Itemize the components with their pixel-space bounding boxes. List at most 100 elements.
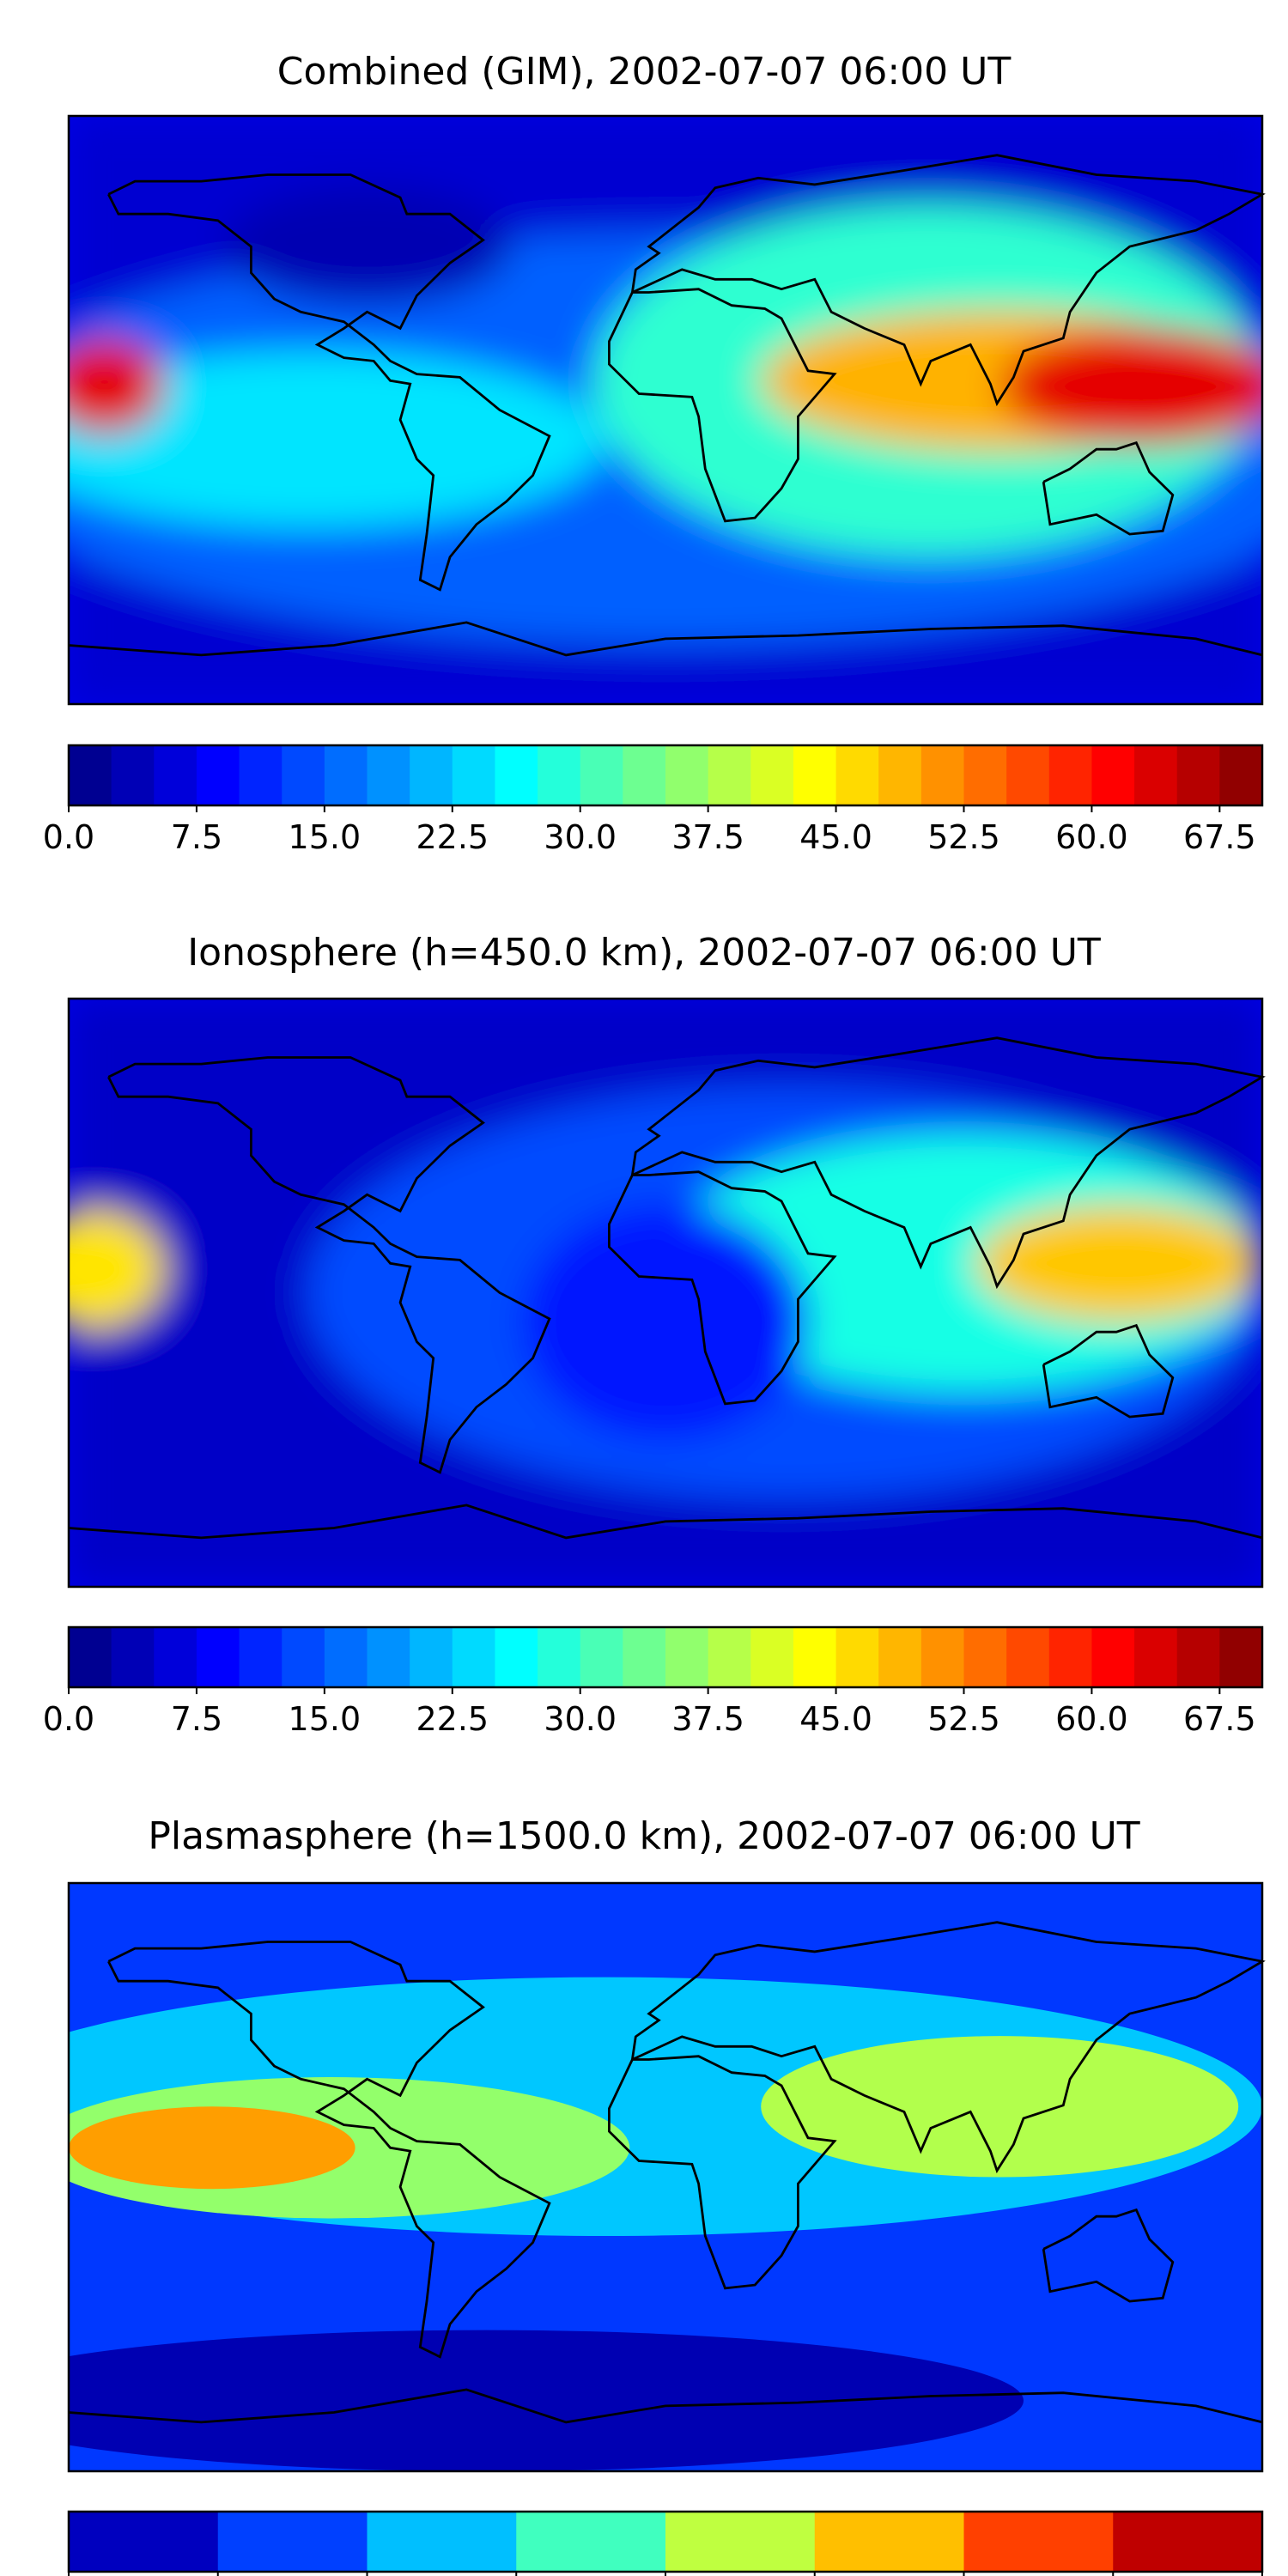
colorbar-tick-label: 15.0	[289, 818, 361, 856]
colorbar-tick-label: 60.0	[1055, 1700, 1128, 1738]
colorbar-tick-label: 15.0	[289, 1700, 361, 1738]
coastline-path	[107, 1941, 551, 2359]
colorbar-bin	[750, 1627, 794, 1687]
coastline-path	[68, 1504, 1263, 1540]
colorbar-bin	[324, 1627, 368, 1687]
colorbar-tick-label: 22.5	[416, 818, 489, 856]
colorbar-bin	[239, 1627, 283, 1687]
colorbar-bin	[69, 1627, 112, 1687]
colorbar-bin	[1134, 745, 1178, 805]
colorbar-tick-label: 22.5	[416, 1700, 489, 1738]
colorbar-bin	[1048, 1627, 1093, 1687]
colorbar-bin	[495, 745, 538, 805]
colorbar-bin	[324, 745, 368, 805]
coastline-path	[608, 288, 837, 523]
colorbar-tick-label: 45.0	[799, 1700, 872, 1738]
colorbar-bin	[154, 745, 197, 805]
coastline-path	[1042, 2208, 1175, 2303]
map-title: Plasmasphere (h=1500.0 km), 2002-07-07 0…	[148, 1814, 1139, 1858]
colorbar: 0.0 7.5 15.0 22.5 30.0 37.5 45.0 52.5 60.0 67.5	[43, 1625, 1264, 1738]
colorbar-bin	[1134, 1627, 1178, 1687]
map-field	[69, 116, 1262, 704]
colorbar-bin	[920, 1627, 965, 1687]
colorbar-tick-label: 0.0	[43, 818, 94, 856]
colorbar-bin	[1219, 745, 1263, 805]
colorbar-bin	[963, 2512, 1114, 2572]
colorbar-bin	[111, 1627, 155, 1687]
colorbar-bin	[538, 1627, 581, 1687]
colorbar-bin	[580, 745, 623, 805]
colorbar-tick-label: 37.5	[671, 818, 744, 856]
colorbar: 0.02.55.07.510.012.515.017.520.0	[67, 2510, 1264, 2576]
colorbar-tick-label: 67.5	[1183, 818, 1256, 856]
colorbar-bin	[1091, 745, 1135, 805]
colorbar-bin	[1176, 1627, 1220, 1687]
coastline-path	[631, 154, 1266, 407]
colorbar-bin	[1006, 745, 1050, 805]
colorbar-bin	[69, 2512, 219, 2572]
colorbar-bin	[793, 745, 837, 805]
colorbar-bin	[708, 1627, 751, 1687]
colorbar-bin	[665, 745, 709, 805]
colorbar-bin	[665, 1627, 709, 1687]
colorbar-bin	[963, 745, 1007, 805]
colorbar-tick-label: 37.5	[671, 1700, 744, 1738]
colorbar-tick-label: 67.5	[1183, 1700, 1256, 1738]
colorbar-bin	[793, 1627, 837, 1687]
colorbar-bin	[1219, 1627, 1263, 1687]
colorbar-bin	[410, 745, 453, 805]
coastline-path	[608, 2055, 837, 2290]
colorbar-bin	[708, 745, 751, 805]
colorbar-bin	[814, 2512, 965, 2572]
map-panel-plasmasphere: Plasmasphere (h=1500.0 km), 2002-07-07 0…	[67, 1814, 1266, 2576]
map-frame	[67, 1881, 1264, 2473]
colorbar-bin	[623, 745, 666, 805]
colorbar-bin	[367, 745, 410, 805]
colorbar-bin	[1006, 1627, 1050, 1687]
colorbar-tick-label: 60.0	[1055, 818, 1128, 856]
coastline-path	[631, 1036, 1266, 1290]
colorbar-bin	[665, 2512, 816, 2572]
colorbar-bin	[69, 745, 112, 805]
colorbar-bin	[282, 745, 325, 805]
colorbar-frame	[67, 1625, 1264, 1689]
map-frame	[67, 997, 1264, 1589]
colorbar-bin	[410, 1627, 453, 1687]
coastline-path	[608, 1170, 837, 1406]
colorbar-bin	[495, 1627, 538, 1687]
coastline-path	[1042, 440, 1175, 536]
colorbar-bin	[282, 1627, 325, 1687]
map-panel-ionosphere: Ionosphere (h=450.0 km), 2002-07-07 06:0…	[43, 931, 1266, 1738]
map-frame	[67, 114, 1264, 706]
coastline-path	[1042, 1323, 1175, 1419]
colorbar-bin	[623, 1627, 666, 1687]
colorbar-bin	[835, 1627, 879, 1687]
coastline	[68, 1921, 1266, 2424]
colorbar-bin	[239, 745, 283, 805]
colorbar-tick-label: 52.5	[927, 818, 1000, 856]
colorbar-bin	[452, 745, 496, 805]
colorbar-bin	[750, 745, 794, 805]
colorbar-bin	[1176, 745, 1220, 805]
colorbar-bin	[1048, 745, 1093, 805]
colorbar-tick-label: 30.0	[544, 818, 617, 856]
colorbar-bin	[963, 1627, 1007, 1687]
map-field	[69, 1883, 1262, 2471]
map-title: Ionosphere (h=450.0 km), 2002-07-07 06:0…	[187, 931, 1101, 975]
colorbar-bin	[367, 2512, 517, 2572]
colorbar-bin	[878, 1627, 922, 1687]
colorbar-bin	[154, 1627, 197, 1687]
coastline-path	[107, 1056, 551, 1474]
colorbar-frame	[67, 744, 1264, 807]
coastline	[68, 1036, 1266, 1540]
map-field	[69, 999, 1262, 1587]
coastline-path	[68, 2388, 1263, 2424]
colorbar-tick-label: 0.0	[43, 1700, 94, 1738]
colorbar-bin	[196, 1627, 240, 1687]
coastline-path	[68, 621, 1263, 657]
colorbar-tick-label: 7.5	[171, 1700, 222, 1738]
colorbar-tick-label: 30.0	[544, 1700, 617, 1738]
colorbar: 0.0 7.5 15.0 22.5 30.0 37.5 45.0 52.5 60.0 67.5	[43, 744, 1264, 856]
colorbar-tick-label: 52.5	[927, 1700, 1000, 1738]
